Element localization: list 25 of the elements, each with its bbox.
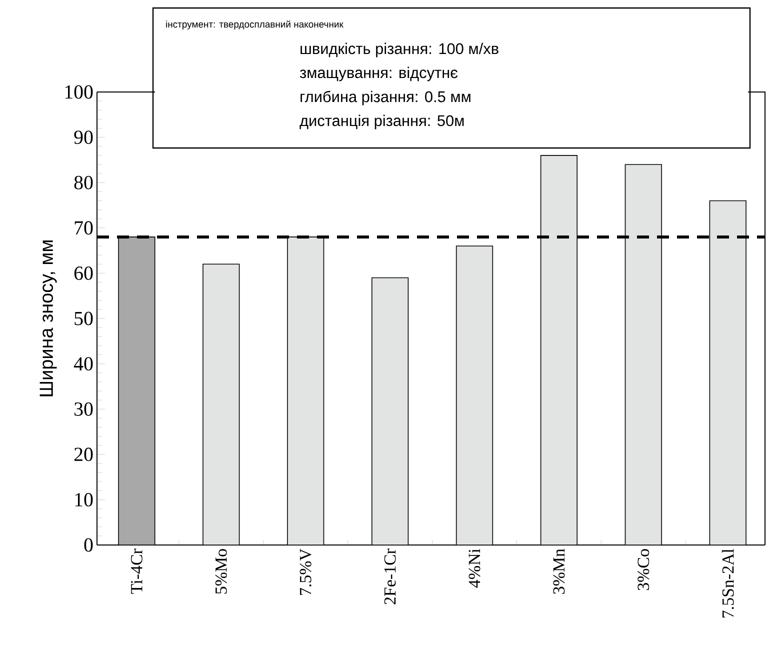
- y-tick-label: 20: [74, 448, 93, 462]
- y-tick-label: 100: [65, 85, 93, 99]
- x-tick-label: 7.5%V: [300, 548, 312, 595]
- text: швидкість різання: 100 м/хв: [300, 42, 498, 58]
- y-tick-label: 10: [75, 492, 93, 506]
- y-tick-label: 90: [74, 130, 93, 144]
- annotation: глибина різання: 0.5 мм: [300, 90, 470, 106]
- x-tick-label: 4%Ni: [468, 548, 480, 588]
- y-tick-label: 50: [74, 312, 93, 326]
- annotation: дистанція різання: 50м: [300, 114, 464, 130]
- x-tick-label: Ti-4Cr: [131, 548, 142, 594]
- y-tick-label: 0: [84, 538, 93, 552]
- x-tick-label: 3%Mn: [553, 548, 565, 594]
- y-axis-title: Ширина зносу, мм: [40, 240, 57, 396]
- x-tick-label: 3%Co: [638, 549, 650, 590]
- x-tick-label: 5%Mo: [215, 549, 227, 594]
- text: інструмент: твердосплавний наконечник: [166, 20, 344, 30]
- y-tick-label: 60: [74, 266, 93, 280]
- x-tick-label: 7.5Sn-2Al: [722, 548, 734, 618]
- y-tick-label: 80: [74, 176, 93, 190]
- x-tick-label: 2Fe-1Cr: [384, 548, 396, 604]
- y-tick-label: 40: [74, 357, 93, 371]
- y-tick-label: 70: [74, 221, 93, 235]
- text: змащування: відсутнє: [300, 66, 458, 82]
- y-tick-label: 30: [74, 402, 93, 416]
